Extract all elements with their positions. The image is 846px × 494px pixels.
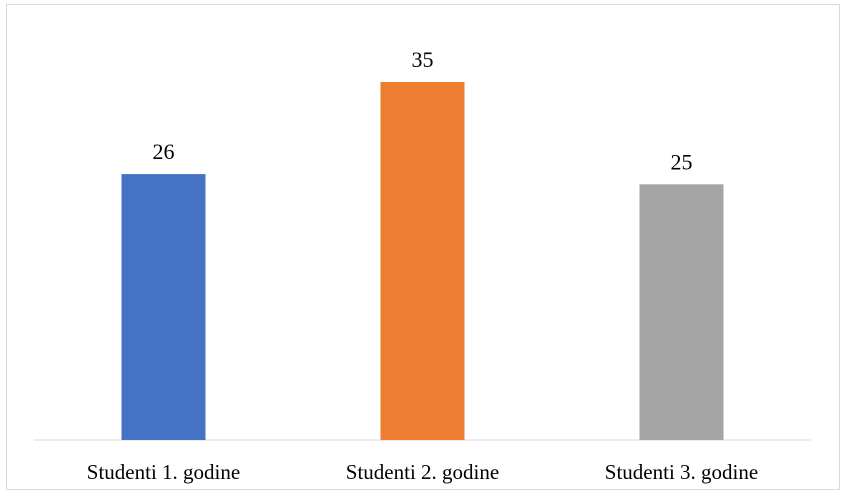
bar-1 bbox=[121, 174, 206, 440]
bar-3 bbox=[639, 184, 724, 440]
bar-2 bbox=[380, 82, 465, 440]
data-label-2: 35 bbox=[412, 47, 434, 72]
data-label-3: 25 bbox=[671, 149, 693, 174]
x-tick-label-1: Studenti 1. godine bbox=[87, 460, 240, 484]
x-tick-label-3: Studenti 3. godine bbox=[605, 460, 758, 484]
x-tick-label-2: Studenti 2. godine bbox=[346, 460, 499, 484]
x-tick-labels-group: Studenti 1. godine Studenti 2. godine Stud… bbox=[87, 460, 758, 484]
data-label-1: 26 bbox=[153, 139, 175, 164]
data-labels-group: 26 35 25 bbox=[153, 47, 693, 174]
bars-group bbox=[121, 82, 724, 440]
